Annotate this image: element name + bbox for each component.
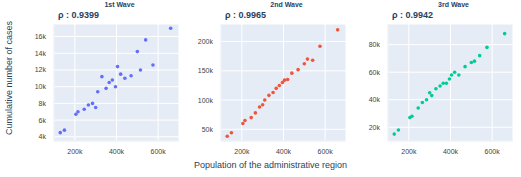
- html-text:Population of the administrati: Population of the administrative region: [194, 160, 347, 170]
- svg-text:600k: 600k: [485, 148, 501, 155]
- svg-text:8k: 8k: [39, 100, 47, 107]
- svg-text:200k: 200k: [67, 148, 83, 155]
- html-text:2nd Wave: 2nd Wave: [270, 1, 303, 8]
- svg-text:150k: 150k: [198, 67, 214, 74]
- html-text:ρ : 0.9965: ρ : 0.9965: [225, 10, 267, 20]
- svg-text:10k: 10k: [35, 83, 47, 90]
- svg-text:60k: 60k: [369, 69, 381, 76]
- svg-text:6k: 6k: [39, 117, 47, 124]
- svg-text:12k: 12k: [35, 66, 47, 73]
- svg-text:400k: 400k: [443, 148, 459, 155]
- svg-text:200k: 200k: [198, 38, 214, 45]
- svg-text:400k: 400k: [109, 148, 125, 155]
- svg-text:16k: 16k: [35, 33, 47, 40]
- svg-text:600k: 600k: [318, 148, 334, 155]
- svg-text:20k: 20k: [369, 124, 381, 131]
- html-text:3rd Wave: 3rd Wave: [438, 1, 469, 8]
- svg-text:50k: 50k: [202, 126, 214, 133]
- svg-text:100k: 100k: [198, 97, 214, 104]
- svg-text:40k: 40k: [369, 96, 381, 103]
- svg-text:600k: 600k: [151, 148, 167, 155]
- svg-text:200k: 200k: [234, 148, 250, 155]
- html-text:ρ : 0.9399: ρ : 0.9399: [58, 10, 100, 20]
- html-text:ρ : 0.9942: ρ : 0.9942: [392, 10, 434, 20]
- svg-text:80k: 80k: [369, 41, 381, 48]
- svg-text:200k: 200k: [401, 148, 417, 155]
- svg-text:4k: 4k: [39, 133, 47, 140]
- html-text:Cumulative number of cases: Cumulative number of cases: [4, 21, 14, 135]
- html-text:1st Wave: 1st Wave: [104, 1, 135, 8]
- svg-text:400k: 400k: [276, 148, 292, 155]
- svg-text:14k: 14k: [35, 50, 47, 57]
